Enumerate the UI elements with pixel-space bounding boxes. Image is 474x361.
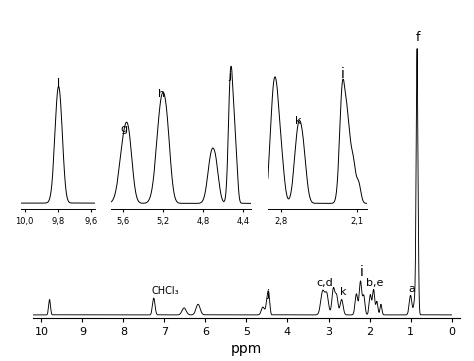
Text: a: a: [408, 284, 415, 294]
Text: b,e: b,e: [366, 278, 383, 288]
Text: k: k: [295, 116, 301, 126]
Text: i: i: [340, 67, 345, 81]
Text: k: k: [340, 287, 347, 297]
Text: j: j: [228, 71, 232, 81]
Text: c,d: c,d: [316, 278, 333, 288]
Text: f: f: [416, 31, 420, 44]
Text: CHCl₃: CHCl₃: [152, 286, 179, 296]
X-axis label: ppm: ppm: [231, 342, 262, 356]
Text: i: i: [359, 265, 363, 279]
Text: g: g: [121, 123, 128, 134]
Text: h: h: [158, 89, 165, 99]
Text: l: l: [56, 78, 60, 88]
Text: j: j: [267, 289, 270, 299]
